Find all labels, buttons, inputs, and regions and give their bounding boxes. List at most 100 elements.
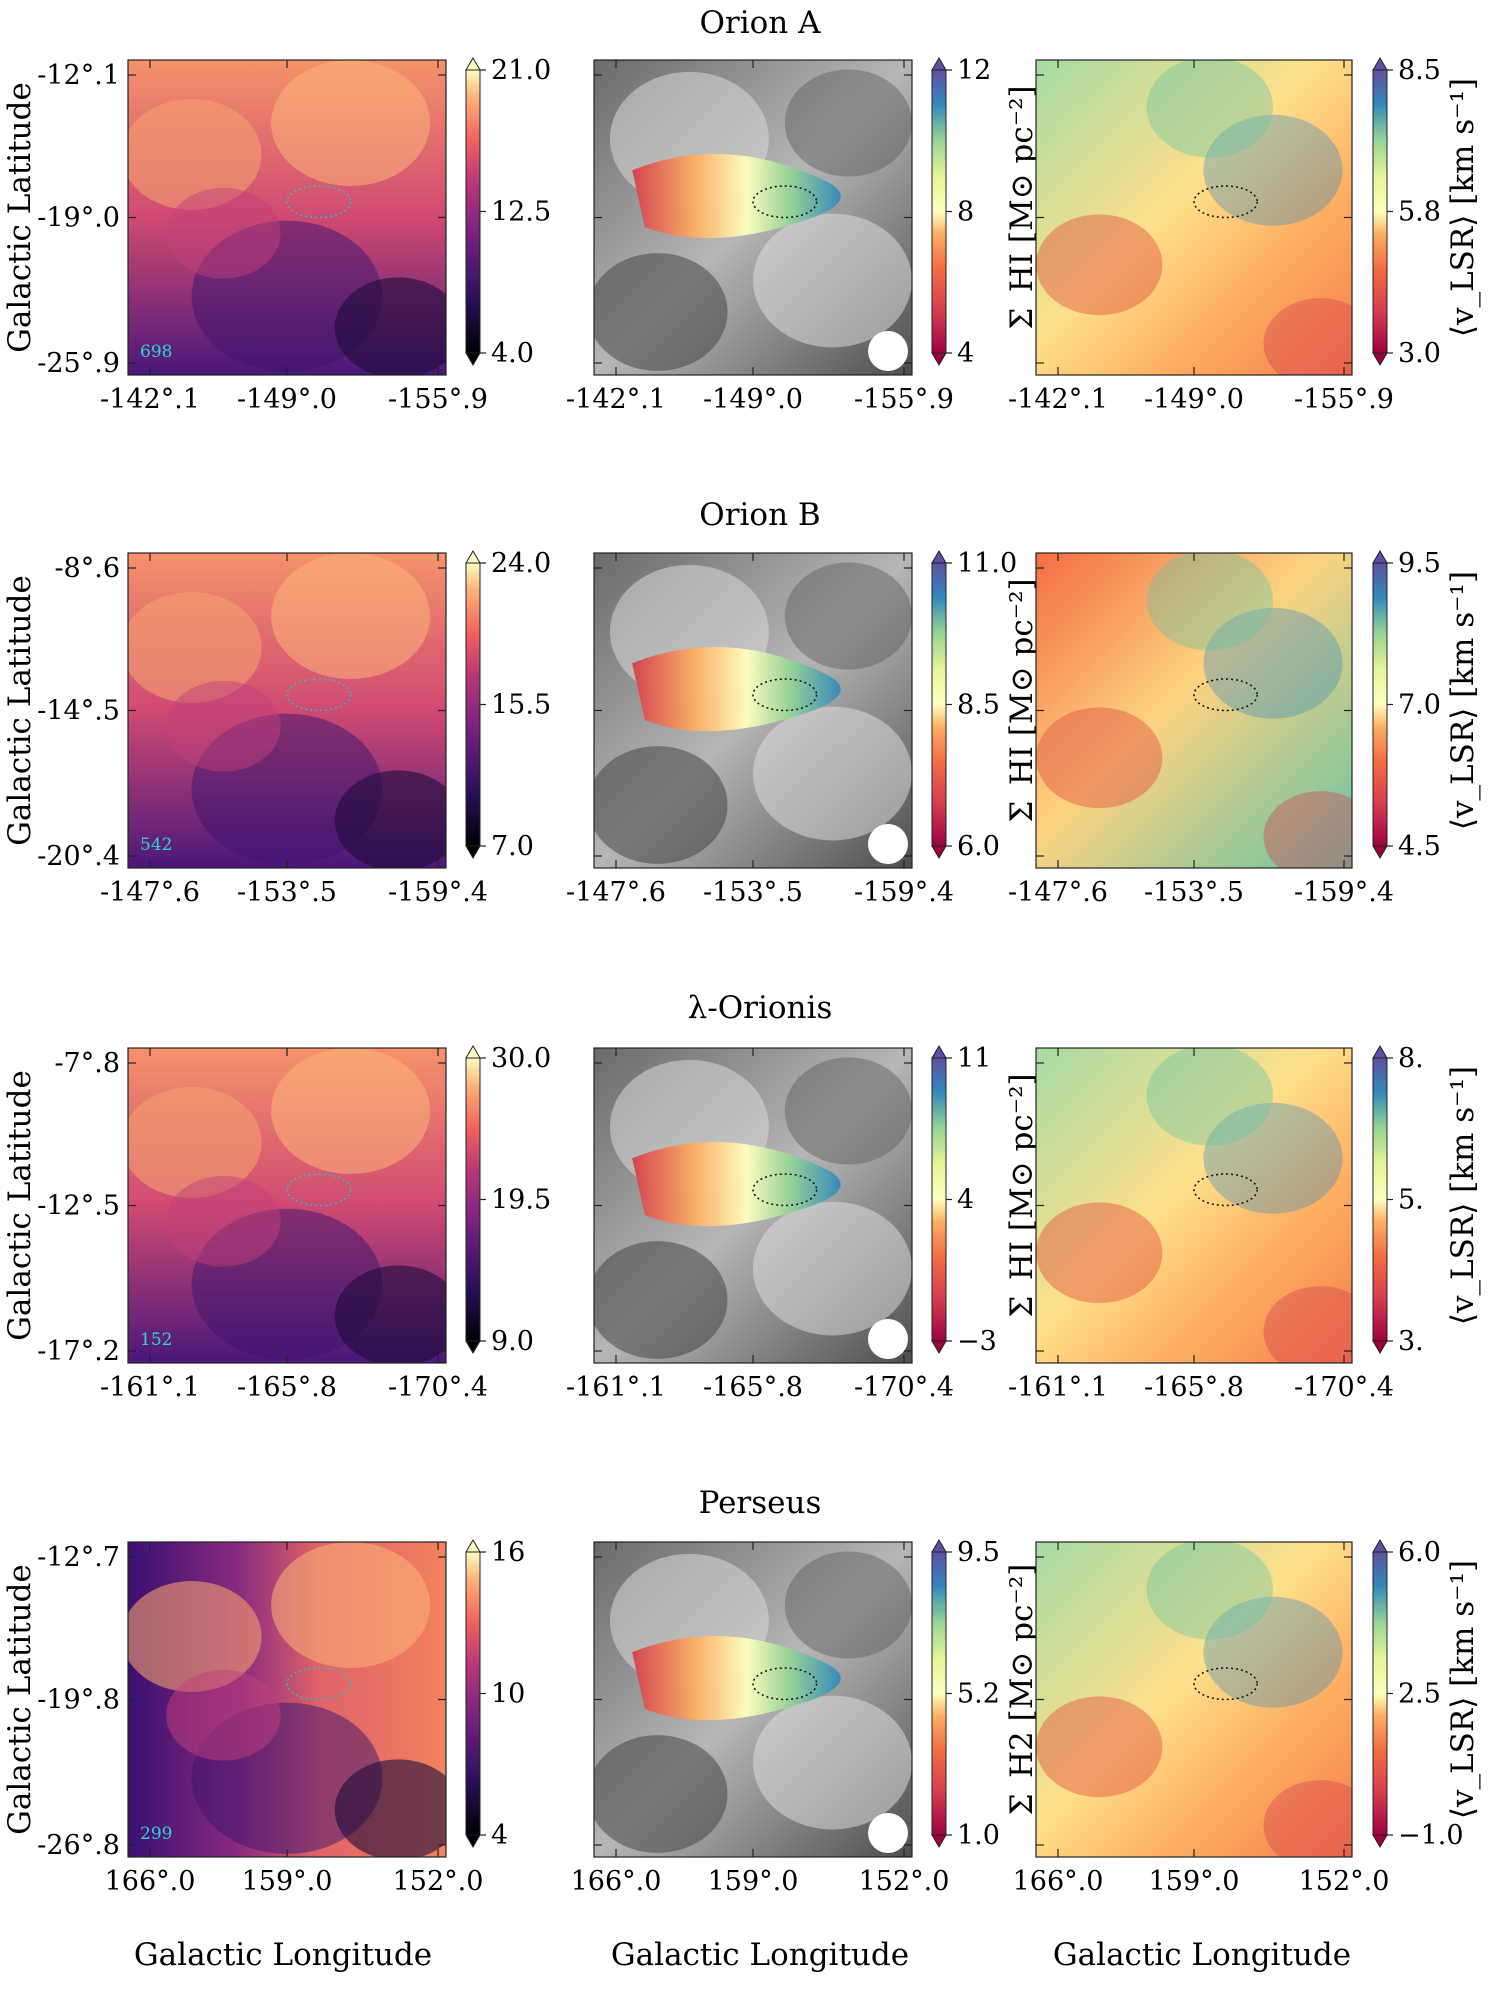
x-tick-label: -161°.1 (100, 1372, 200, 1403)
chart-row-4: Perseus 166°.0 159°.0 152°.0 -12°.7 -19°.8 -26… (2, 1485, 1481, 1897)
colorbar-tick-label: 4.0 (491, 338, 534, 369)
x-tick-label: 159°.0 (708, 1866, 799, 1897)
y-tick-label: -12°.1 (37, 60, 120, 91)
heatmap-image (1036, 553, 1352, 868)
heatmap-image (128, 1542, 446, 1857)
heatmap-image (594, 1542, 912, 1857)
heatmap-image (1036, 60, 1352, 375)
y-tick-label: -26°.8 (37, 1830, 120, 1861)
panel-number: 542 (140, 835, 172, 855)
row-title: Orion A (699, 5, 821, 41)
colorbar-label: Σ_HI [M⊙ pc⁻²] (1004, 578, 1040, 822)
y-tick-label: -17°.2 (37, 1336, 120, 1367)
x-tick-label: -149°.0 (1144, 384, 1244, 415)
panel-number: 299 (140, 1824, 172, 1844)
y-axis-label: Galactic Latitude (2, 1070, 38, 1341)
x-axis-label-col1: Galactic Longitude (134, 1937, 432, 1973)
colorbar-tick-label: 3.0 (1398, 338, 1441, 369)
colorbar-tick-label: 1.0 (957, 1820, 1000, 1851)
y-tick-label: -20°.4 (37, 841, 120, 872)
colorbar-tick-label: 15.5 (491, 690, 551, 721)
colorbar: 11.0 8.5 6.0Σ_HI [M⊙ pc⁻²] (931, 548, 1040, 862)
x-tick-label: 166°.0 (571, 1866, 662, 1897)
panel-4-3: 166°.0 159°.0 152°.0 6.0 2.5 −1.0⟨v_LSR⟩ [km … (1013, 1537, 1481, 1897)
colorbar-tick-label: 16 (491, 1537, 525, 1568)
colorbar-tick-label: 10 (491, 1679, 525, 1710)
x-tick-label: 166°.0 (1013, 1866, 1104, 1897)
panel-3-3: -161°.1 -165°.8 -170°.4 8. 5. 3. ⟨v_LSR⟩ [km s… (1008, 1043, 1481, 1403)
colorbar-tick-label: 11 (957, 1043, 991, 1074)
colorbar-tick-label: 4 (957, 1185, 974, 1216)
y-axis-label: Galactic Latitude (2, 82, 38, 353)
colorbar: 8. 5. 3. ⟨v_LSR⟩ [km s⁻¹] (1372, 1043, 1481, 1357)
colorbar-tick-label: 8. (1398, 1043, 1424, 1074)
colorbar-tick-label: 21.0 (491, 55, 551, 86)
x-tick-label: -142°.1 (566, 384, 666, 415)
colorbar-tick-label: 9.5 (1398, 548, 1441, 579)
colorbar-label: ⟨v_LSR⟩ [km s⁻¹] (1445, 571, 1481, 830)
panel-4-2: 166°.0 159°.0 152°.0 9.5 5.2 1.0Σ_H2 [M⊙ pc⁻²… (571, 1537, 1040, 1897)
x-tick-label: -147°.6 (1008, 877, 1108, 908)
x-tick-label: 152°.0 (393, 1866, 484, 1897)
heatmap-image (594, 1048, 912, 1363)
heatmap-image (128, 60, 446, 375)
x-tick-label: -147°.6 (566, 877, 666, 908)
x-tick-label: -170°.4 (854, 1372, 954, 1403)
heatmap-image (1036, 1542, 1352, 1857)
x-tick-label: -149°.0 (703, 384, 803, 415)
panel-number: 698 (140, 342, 172, 362)
colorbar-tick-label: 5.8 (1398, 197, 1441, 228)
x-axis-label-col2: Galactic Longitude (611, 1937, 909, 1973)
panel-2-2: -147°.6 -153°.5 -159°.4 11.0 8.5 6.0Σ_HI [M⊙ … (566, 548, 1040, 908)
figure-rows: Orion A -142°.1 -149°.0 -155°.9 -12°.1 -19°.0… (2, 5, 1481, 1897)
x-tick-label: -161°.1 (566, 1372, 666, 1403)
x-tick-label: -155°.9 (854, 384, 954, 415)
colorbar-tick-label: 8 (957, 197, 974, 228)
x-tick-label: -147°.6 (100, 877, 200, 908)
colorbar-tick-label: 24.0 (491, 548, 551, 579)
x-tick-label: -149°.0 (237, 384, 337, 415)
row-title: λ-Orionis (688, 990, 833, 1026)
x-tick-label: -165°.8 (237, 1372, 337, 1403)
colorbar: 9.5 7.0 4.5⟨v_LSR⟩ [km s⁻¹] (1372, 548, 1481, 862)
colorbar-label: Σ_HI [M⊙ pc⁻²] (1004, 85, 1040, 329)
x-tick-label: 152°.0 (859, 1866, 950, 1897)
heatmap-image (128, 1048, 446, 1363)
y-tick-label: -25°.9 (37, 348, 120, 379)
y-axis-label: Galactic Latitude (2, 1564, 38, 1835)
colorbar-tick-label: 4 (491, 1820, 508, 1851)
x-tick-label: -142°.1 (100, 384, 200, 415)
colorbar-tick-label: 6.0 (1398, 1537, 1441, 1568)
x-tick-label: 159°.0 (242, 1866, 333, 1897)
chart-row-1: Orion A -142°.1 -149°.0 -155°.9 -12°.1 -19°.0… (2, 5, 1481, 415)
colorbar-tick-label: 4.5 (1398, 831, 1441, 862)
heatmap-image (594, 60, 912, 375)
x-tick-label: 152°.0 (1299, 1866, 1390, 1897)
y-axis-label: Galactic Latitude (2, 575, 38, 846)
x-tick-label: -153°.5 (1144, 877, 1244, 908)
colorbar: 21.0 12.5 4.0 (465, 55, 551, 369)
colorbar-tick-label: 2.5 (1398, 1679, 1441, 1710)
colorbar-tick-label: 19.5 (491, 1185, 551, 1216)
x-axis-label-col3: Galactic Longitude (1053, 1937, 1351, 1973)
colorbar-tick-label: 4 (957, 338, 974, 369)
colorbar-tick-label: 30.0 (491, 1043, 551, 1074)
y-tick-label: -12°.5 (37, 1191, 120, 1222)
colorbar-tick-label: 8.5 (957, 690, 1000, 721)
x-tick-label: -170°.4 (388, 1372, 488, 1403)
panel-2-3: -147°.6 -153°.5 -159°.4 9.5 7.0 4.5⟨v_LSR⟩ [k… (1008, 548, 1481, 908)
x-tick-label: -159°.4 (388, 877, 488, 908)
colorbar-label: ⟨v_LSR⟩ [km s⁻¹] (1445, 78, 1481, 337)
colorbar: 9.5 5.2 1.0Σ_H2 [M⊙ pc⁻²] (931, 1537, 1040, 1851)
colorbar-tick-label: 11.0 (957, 548, 1017, 579)
colorbar-label: ⟨v_LSR⟩ [km s⁻¹] (1445, 1560, 1481, 1819)
x-tick-label: -159°.4 (854, 877, 954, 908)
colorbar: 30.0 19.5 9.0 (465, 1043, 551, 1357)
colorbar: 12 8 4 Σ_HI [M⊙ pc⁻²] (931, 55, 1040, 369)
x-tick-label: -165°.8 (703, 1372, 803, 1403)
panel-1-2: -142°.1 -149°.0 -155°.9 12 8 4 Σ_HI [M⊙ pc⁻²] (566, 55, 1040, 415)
row-title: Orion B (699, 497, 820, 533)
colorbar-tick-label: 5. (1398, 1185, 1424, 1216)
chart-row-2: Orion B-147°.6 -153°.5 -159°.4-8°.6-14°.5-… (2, 497, 1481, 908)
